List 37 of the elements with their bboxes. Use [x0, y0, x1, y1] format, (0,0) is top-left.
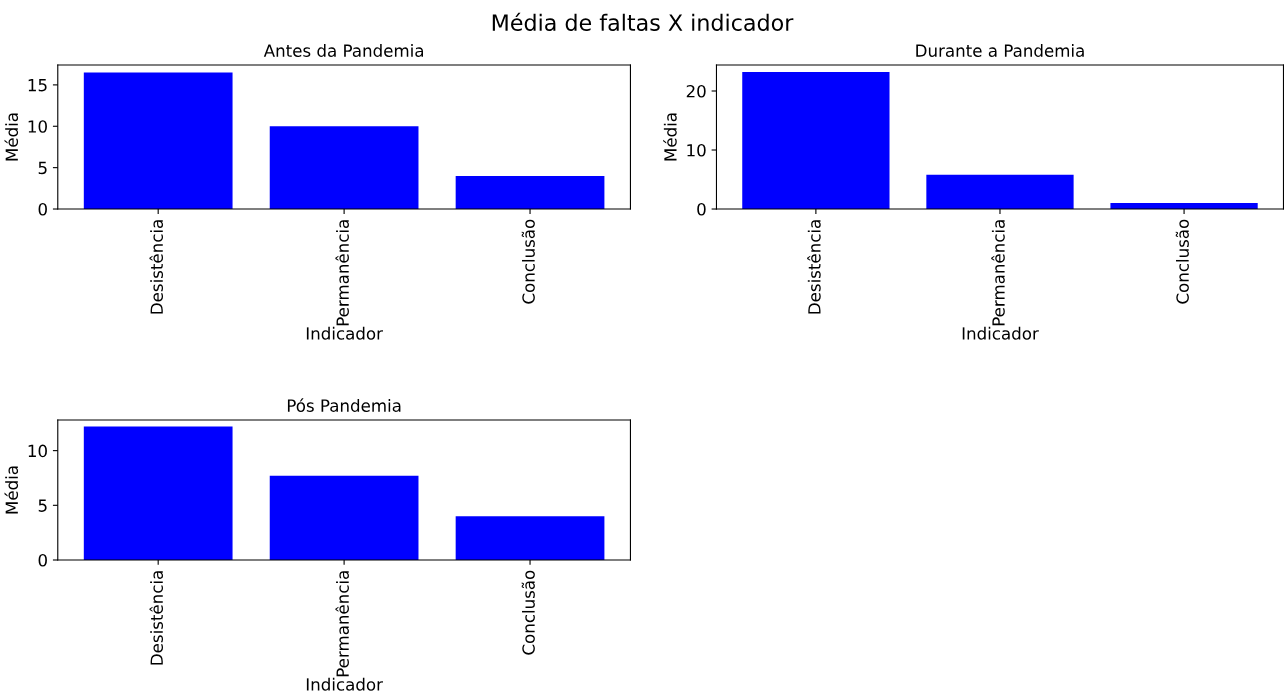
- y-tick-label: 10: [687, 143, 706, 157]
- bar: [455, 175, 605, 210]
- text: Média de faltas X indicador: [492, 12, 794, 31]
- y-axis-title: Média: [4, 113, 19, 161]
- x-axis-title: Indicador: [306, 326, 383, 340]
- y-tick-label: 0: [38, 202, 47, 216]
- bar: [83, 426, 233, 560]
- bar: [269, 126, 419, 210]
- chart-title: Durante a Pandemia: [916, 44, 1084, 57]
- x-axis-title: Indicador: [962, 326, 1039, 340]
- y-tick-label: 15: [28, 79, 47, 92]
- x-tick-label: Permanência: [335, 220, 349, 326]
- x-tick-label: Desistência: [149, 220, 164, 314]
- chart-title: Pós Pandemia: [287, 398, 401, 412]
- x-tick-label: Permanência: [991, 220, 1005, 326]
- y-tick-label: 5: [38, 161, 47, 175]
- x-tick-label: Desistência: [807, 220, 821, 314]
- bar: [455, 516, 605, 560]
- x-tick-label: Conclusão: [521, 570, 535, 655]
- bar: [269, 475, 419, 560]
- y-tick-label: 0: [38, 553, 47, 567]
- y-axis-title: Média: [663, 113, 677, 161]
- y-tick-label: 0: [697, 202, 706, 216]
- chart-title: Antes da Pandemia: [263, 44, 424, 57]
- bar: [926, 174, 1074, 210]
- y-tick-label: 10: [28, 444, 47, 458]
- x-tick-label: Desistência: [149, 571, 164, 665]
- bar: [742, 72, 890, 210]
- x-tick-label: Conclusão: [1175, 219, 1189, 304]
- bar: [83, 72, 233, 210]
- y-tick-label: 20: [686, 84, 706, 98]
- x-tick-label: Conclusão: [521, 219, 535, 304]
- y-axis-title: Média: [4, 466, 19, 514]
- x-axis-title: Indicador: [306, 677, 383, 691]
- y-tick-label: 10: [28, 120, 47, 133]
- y-tick-label: 5: [38, 499, 47, 512]
- x-tick-label: Permanência: [335, 571, 349, 677]
